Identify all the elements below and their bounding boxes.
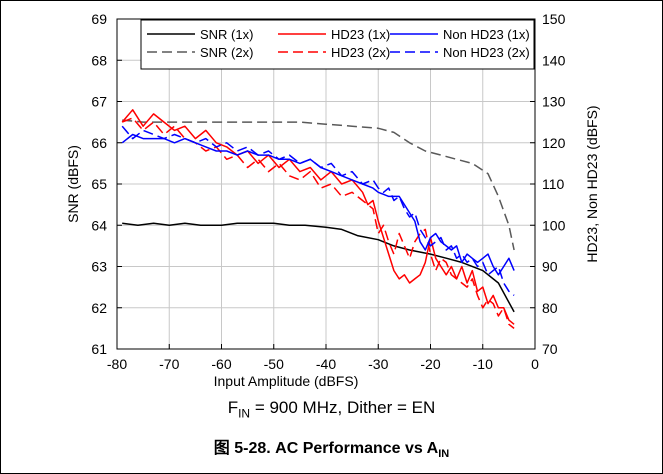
y2-tick-label: 100 (542, 217, 566, 233)
figure-caption: 图 5-28. AC Performance vs AIN (213, 440, 450, 461)
legend-label: SNR (1x) (200, 27, 253, 42)
legend-label: HD23 (2x) (331, 45, 390, 60)
x-tick-label: -20 (420, 356, 440, 372)
x-tick-label: -60 (211, 356, 231, 372)
y-axis-label: SNR (dBFS) (65, 145, 81, 223)
x-tick-label: 0 (531, 356, 539, 372)
y-tick-label: 64 (91, 217, 107, 233)
chart: -80 -70 -60 -50 -40 -30 -20 -10 0 61 62 63 64 65 66 67 6… (65, 11, 600, 389)
condition-text: FIN = 900 MHz, Dither = EN (227, 398, 436, 421)
series-line-hd23-1x (121, 109, 515, 325)
y2-tick-label: 140 (542, 52, 566, 68)
x-tick-label: -70 (159, 356, 179, 372)
y2-tick-label: 150 (542, 11, 566, 27)
legend-label: SNR (2x) (200, 45, 253, 60)
y-tick-label: 68 (91, 52, 107, 68)
legend-label: Non HD23 (2x) (443, 45, 530, 60)
y2-tick-label: 70 (542, 341, 558, 357)
y-tick-label: 61 (91, 341, 107, 357)
y-tick-label: 66 (91, 135, 107, 151)
y-tick-label: 63 (91, 259, 107, 275)
y2-tick-label: 120 (542, 135, 566, 151)
x-tick-label: -10 (473, 356, 493, 372)
y-tick-label: 62 (91, 300, 107, 316)
y-tick-label: 69 (91, 11, 107, 27)
series-line-non-hd23-2x (121, 125, 515, 296)
legend-box (140, 19, 535, 70)
series-line-hd23-2x (121, 117, 515, 329)
series-line-snr-2x (122, 119, 515, 251)
legend-label: HD23 (1x) (331, 27, 390, 42)
x-tick-label: -50 (264, 356, 284, 372)
x-tick-label: -30 (368, 356, 388, 372)
series-line-non-hd23-1x (121, 133, 515, 276)
y-tick-label: 65 (91, 176, 107, 192)
x-tick-label: -40 (316, 356, 336, 372)
x-axis-label: Input Amplitude (dBFS) (214, 373, 359, 389)
x-tick-label: -80 (107, 356, 127, 372)
y2-tick-label: 90 (542, 259, 558, 275)
legend: SNR (1x) HD23 (1x) Non HD23 (1x) SNR (2x) HD… (140, 19, 535, 70)
series-line-snr-1x (122, 222, 515, 313)
y-tick-label: 67 (91, 94, 107, 110)
y2-axis-label: HD23, Non HD23 (dBFS) (584, 105, 600, 262)
y2-tick-label: 110 (542, 176, 565, 192)
y2-tick-label: 130 (542, 94, 566, 110)
y2-tick-label: 80 (542, 300, 558, 316)
legend-label: Non HD23 (1x) (443, 27, 530, 42)
